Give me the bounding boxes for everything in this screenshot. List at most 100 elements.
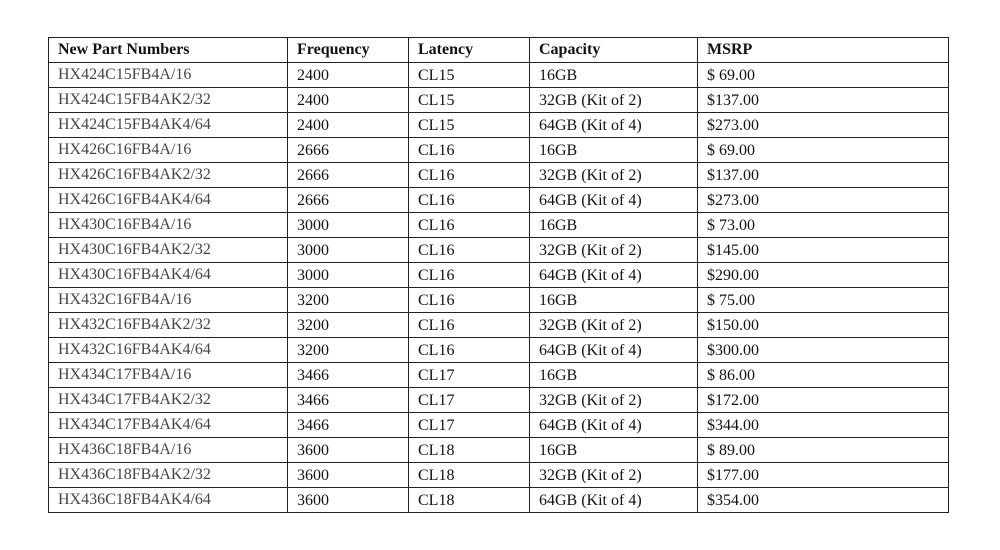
frequency-cell: 3000 [287, 212, 409, 238]
table-row: HX436C18FB4A/16 3600 CL18 16GB $ 89.00 [48, 437, 949, 463]
frequency-cell: 3466 [287, 412, 409, 438]
capacity-cell: 16GB [529, 437, 698, 463]
table-row: HX424C15FB4A/16 2400 CL15 16GB $ 69.00 [48, 62, 949, 88]
part-number-cell: HX424C15FB4A/16 [48, 62, 288, 88]
frequency-cell: 3200 [287, 312, 409, 338]
part-number-cell: HX424C15FB4AK4/64 [48, 112, 288, 138]
latency-cell: CL16 [408, 137, 530, 163]
capacity-cell: 16GB [529, 137, 698, 163]
frequency-cell: 2666 [287, 187, 409, 213]
frequency-cell: 2400 [287, 87, 409, 113]
frequency-cell: 3200 [287, 287, 409, 313]
frequency-cell: 3000 [287, 262, 409, 288]
latency-cell: CL18 [408, 487, 530, 513]
part-number-cell: HX436C18FB4AK4/64 [48, 487, 288, 513]
capacity-cell: 64GB (Kit of 4) [529, 187, 698, 213]
latency-cell: CL16 [408, 337, 530, 363]
frequency-cell: 3466 [287, 362, 409, 388]
latency-cell: CL15 [408, 62, 530, 88]
capacity-cell: 64GB (Kit of 4) [529, 337, 698, 363]
part-number-cell: HX430C16FB4AK2/32 [48, 237, 288, 263]
part-number-cell: HX430C16FB4A/16 [48, 212, 288, 238]
msrp-cell: $172.00 [697, 387, 949, 413]
table-row: HX430C16FB4AK4/64 3000 CL16 64GB (Kit of 4)… [48, 262, 949, 288]
msrp-cell: $ 69.00 [697, 137, 949, 163]
msrp-cell: $290.00 [697, 262, 949, 288]
capacity-cell: 64GB (Kit of 4) [529, 262, 698, 288]
msrp-cell: $354.00 [697, 487, 949, 513]
frequency-cell: 3600 [287, 487, 409, 513]
latency-cell: CL16 [408, 262, 530, 288]
header-part-numbers: New Part Numbers [48, 37, 288, 63]
table-row: HX424C15FB4AK4/64 2400 CL15 64GB (Kit of 4)… [48, 112, 949, 138]
latency-cell: CL15 [408, 87, 530, 113]
frequency-cell: 2400 [287, 62, 409, 88]
msrp-cell: $145.00 [697, 237, 949, 263]
latency-cell: CL16 [408, 187, 530, 213]
msrp-cell: $ 75.00 [697, 287, 949, 313]
frequency-cell: 3000 [287, 237, 409, 263]
table-row: HX436C18FB4AK4/64 3600 CL18 64GB (Kit of 4)… [48, 487, 949, 513]
msrp-cell: $344.00 [697, 412, 949, 438]
table-row: HX426C16FB4A/16 2666 CL16 16GB $ 69.00 [48, 137, 949, 163]
part-number-cell: HX434C17FB4AK2/32 [48, 387, 288, 413]
latency-cell: CL16 [408, 287, 530, 313]
latency-cell: CL17 [408, 387, 530, 413]
part-number-cell: HX430C16FB4AK4/64 [48, 262, 288, 288]
part-number-cell: HX434C17FB4A/16 [48, 362, 288, 388]
capacity-cell: 64GB (Kit of 4) [529, 112, 698, 138]
latency-cell: CL16 [408, 237, 530, 263]
table-row: HX432C16FB4A/16 3200 CL16 16GB $ 75.00 [48, 287, 949, 313]
latency-cell: CL18 [408, 437, 530, 463]
capacity-cell: 32GB (Kit of 2) [529, 162, 698, 188]
frequency-cell: 3600 [287, 462, 409, 488]
capacity-cell: 16GB [529, 287, 698, 313]
msrp-cell: $137.00 [697, 87, 949, 113]
part-number-cell: HX426C16FB4A/16 [48, 137, 288, 163]
capacity-cell: 32GB (Kit of 2) [529, 462, 698, 488]
capacity-cell: 32GB (Kit of 2) [529, 387, 698, 413]
capacity-cell: 64GB (Kit of 4) [529, 412, 698, 438]
table-row: HX432C16FB4AK2/32 3200 CL16 32GB (Kit of 2)… [48, 312, 949, 338]
part-number-cell: HX432C16FB4AK2/32 [48, 312, 288, 338]
table-row: HX426C16FB4AK4/64 2666 CL16 64GB (Kit of 4)… [48, 187, 949, 213]
capacity-cell: 16GB [529, 362, 698, 388]
table-row: HX434C17FB4AK2/32 3466 CL17 32GB (Kit of 2)… [48, 387, 949, 413]
latency-cell: CL16 [408, 162, 530, 188]
frequency-cell: 2666 [287, 162, 409, 188]
capacity-cell: 16GB [529, 62, 698, 88]
latency-cell: CL16 [408, 312, 530, 338]
latency-cell: CL15 [408, 112, 530, 138]
part-numbers-table: New Part Numbers Frequency Latency Capac… [48, 37, 949, 513]
table-row: HX430C16FB4AK2/32 3000 CL16 32GB (Kit of 2)… [48, 237, 949, 263]
frequency-cell: 3600 [287, 437, 409, 463]
msrp-cell: $300.00 [697, 337, 949, 363]
table-row: HX424C15FB4AK2/32 2400 CL15 32GB (Kit of 2)… [48, 87, 949, 113]
header-capacity: Capacity [529, 37, 698, 63]
capacity-cell: 32GB (Kit of 2) [529, 312, 698, 338]
part-number-cell: HX426C16FB4AK2/32 [48, 162, 288, 188]
frequency-cell: 2400 [287, 112, 409, 138]
header-frequency: Frequency [287, 37, 409, 63]
part-number-cell: HX434C17FB4AK4/64 [48, 412, 288, 438]
msrp-cell: $273.00 [697, 187, 949, 213]
capacity-cell: 32GB (Kit of 2) [529, 87, 698, 113]
msrp-cell: $ 86.00 [697, 362, 949, 388]
capacity-cell: 32GB (Kit of 2) [529, 237, 698, 263]
msrp-cell: $273.00 [697, 112, 949, 138]
msrp-cell: $ 73.00 [697, 212, 949, 238]
latency-cell: CL18 [408, 462, 530, 488]
msrp-cell: $150.00 [697, 312, 949, 338]
capacity-cell: 16GB [529, 212, 698, 238]
msrp-cell: $ 69.00 [697, 62, 949, 88]
header-latency: Latency [408, 37, 530, 63]
table-row: HX434C17FB4AK4/64 3466 CL17 64GB (Kit of 4)… [48, 412, 949, 438]
part-number-cell: HX436C18FB4A/16 [48, 437, 288, 463]
frequency-cell: 3466 [287, 387, 409, 413]
part-number-cell: HX426C16FB4AK4/64 [48, 187, 288, 213]
table-row: HX436C18FB4AK2/32 3600 CL18 32GB (Kit of 2)… [48, 462, 949, 488]
latency-cell: CL16 [408, 212, 530, 238]
table-row: HX434C17FB4A/16 3466 CL17 16GB $ 86.00 [48, 362, 949, 388]
frequency-cell: 3200 [287, 337, 409, 363]
header-row: New Part Numbers Frequency Latency Capac… [48, 37, 949, 63]
